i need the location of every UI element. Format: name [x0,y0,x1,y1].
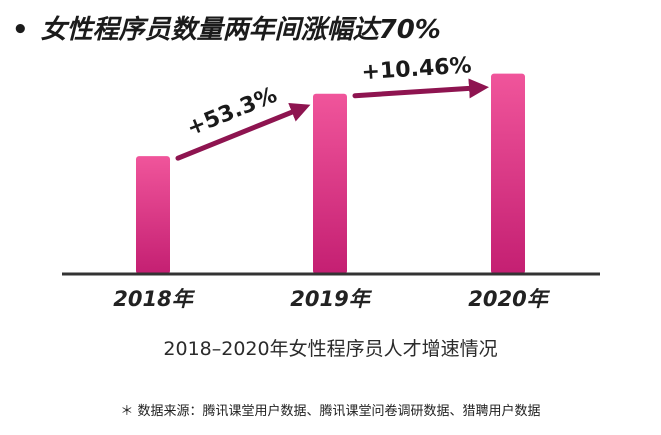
x-tick-label: 2018年 [113,287,195,311]
bar-3 [491,73,525,274]
bar-1 [136,156,170,274]
bar-2 [313,93,347,275]
growth-label-1: +53.3% [183,83,280,142]
chart-title: • 女性程序员数量两年间涨幅达70% [12,10,652,50]
growth-label-2: +10.46% [361,53,472,85]
x-tick-label: 2019年 [290,287,372,311]
chart-title-text: 女性程序员数量两年间涨幅达70% [40,15,441,45]
bullet-icon: • [12,15,29,45]
x-tick-label: 2020年 [468,287,550,311]
chart-subtitle: 2018–2020年女性程序员人才增速情况 [163,338,498,360]
bar-chart: 2018年 2019年 2020年 +53.3% +10.46% [62,53,600,311]
growth-arrow-2 [352,78,489,99]
growth-arrow-1 [175,102,311,161]
data-source-note: ＊ 数据来源：腾讯课堂用户数据、腾讯课堂问卷调研数据、猎聘用户数据 [120,404,541,419]
